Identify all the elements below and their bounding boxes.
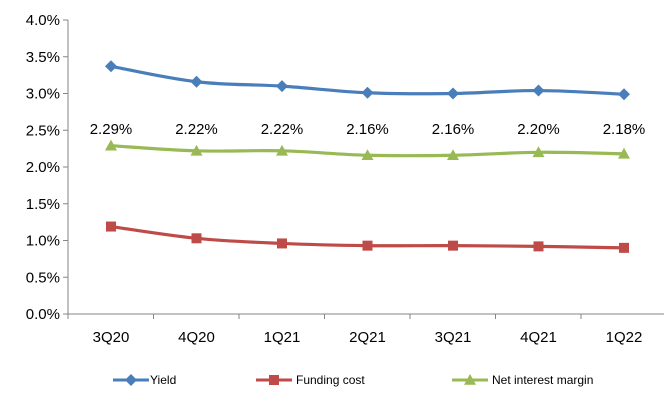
- x-tick-label: 4Q20: [178, 329, 215, 346]
- y-tick-label: 3.0%: [26, 86, 60, 103]
- data-point-funding-cost: [362, 240, 373, 251]
- legend-label-yield: Yield: [150, 373, 176, 387]
- data-point-funding-cost: [619, 242, 629, 253]
- series-yield: [105, 60, 630, 101]
- y-tick-label: 2.5%: [26, 122, 60, 139]
- data-point-funding-cost: [448, 240, 458, 251]
- x-tick-label: 3Q20: [93, 329, 130, 346]
- data-label: 2.20%: [517, 121, 560, 138]
- series-layer: [105, 60, 630, 253]
- y-tick-label: 1.0%: [26, 233, 60, 250]
- x-tick-label: 2Q21: [349, 329, 386, 346]
- data-point-yield: [618, 88, 630, 101]
- y-tick-label: 4.0%: [26, 12, 60, 29]
- legend-item-funding-cost: Funding cost: [256, 373, 365, 387]
- legend-marker-net-interest-margin: [464, 374, 476, 385]
- data-point-net-interest-margin: [532, 146, 545, 158]
- data-point-funding-cost: [277, 238, 287, 249]
- data-label: 2.16%: [346, 121, 389, 138]
- axes: 0.0% 0.5% 1.0% 1.5% 2.0% 2.5% 3.0% 3.5% 4.0% 3Q20…: [26, 12, 664, 346]
- data-point-net-interest-margin: [361, 149, 374, 161]
- legend: Yield Funding cost Net interest margin: [113, 373, 593, 387]
- data-point-yield: [105, 60, 117, 73]
- x-tick-label: 3Q21: [435, 329, 472, 346]
- data-point-funding-cost: [533, 241, 544, 252]
- data-label: 2.18%: [603, 121, 646, 138]
- data-point-funding-cost: [106, 221, 116, 232]
- data-point-yield: [190, 75, 203, 88]
- legend-item-net-interest-margin: Net interest margin: [452, 373, 593, 387]
- data-point-net-interest-margin: [276, 144, 288, 156]
- data-point-net-interest-margin: [447, 149, 459, 161]
- data-label: 2.22%: [261, 121, 304, 138]
- x-tick-label: 1Q22: [606, 329, 643, 346]
- legend-marker-yield: [125, 374, 137, 386]
- x-tick-label: 1Q21: [264, 329, 301, 346]
- data-point-yield: [361, 86, 374, 99]
- data-label: 2.29%: [90, 121, 133, 138]
- y-tick-label: 2.0%: [26, 159, 60, 176]
- data-point-net-interest-margin: [105, 139, 117, 151]
- x-tick-label: 4Q21: [520, 329, 557, 346]
- y-tick-label: 3.5%: [26, 49, 60, 66]
- series-net-interest-margin: [105, 139, 630, 161]
- data-point-yield: [276, 80, 288, 93]
- y-tick-label: 1.5%: [26, 196, 60, 213]
- legend-item-yield: Yield: [113, 373, 176, 387]
- legend-marker-funding-cost: [269, 375, 279, 385]
- data-point-net-interest-margin: [190, 144, 203, 156]
- data-point-yield: [532, 84, 545, 97]
- data-point-net-interest-margin: [618, 147, 630, 159]
- series-funding-cost: [106, 221, 629, 253]
- data-label: 2.16%: [432, 121, 475, 138]
- data-label: 2.22%: [175, 121, 218, 138]
- legend-label-net-interest-margin: Net interest margin: [492, 373, 593, 387]
- data-point-yield: [447, 87, 459, 100]
- legend-label-funding-cost: Funding cost: [296, 373, 365, 387]
- y-tick-label: 0.0%: [26, 306, 60, 323]
- data-labels: 2.29% 2.22% 2.22% 2.16% 2.16% 2.20% 2.18%: [90, 121, 646, 138]
- y-tick-label: 0.5%: [26, 269, 60, 286]
- data-point-funding-cost: [191, 233, 202, 244]
